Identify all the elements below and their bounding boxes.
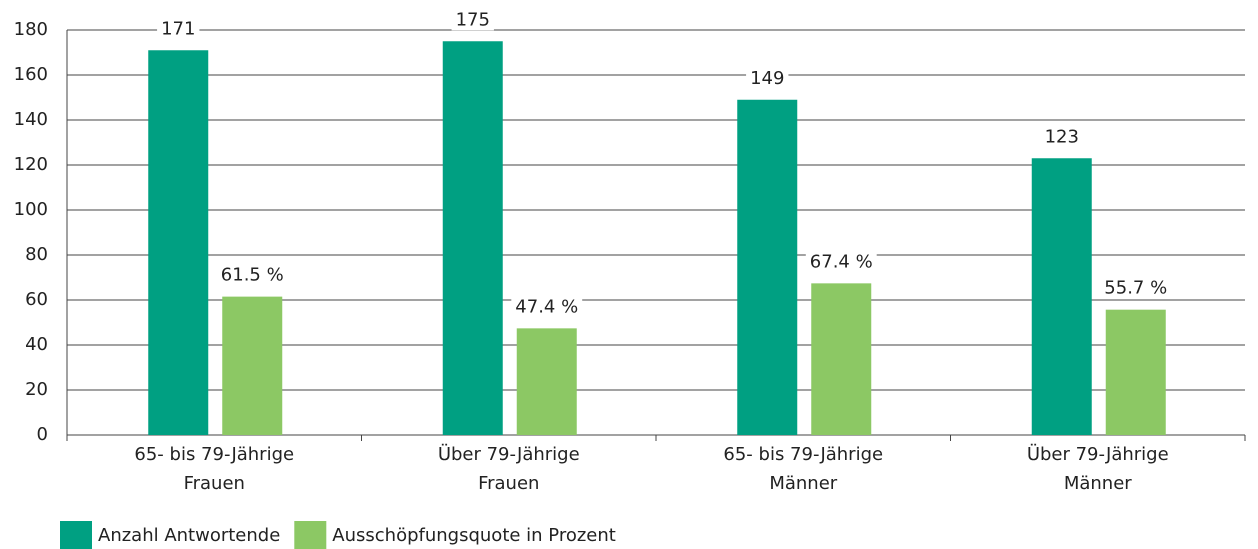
y-tick-label: 120 [14, 154, 48, 175]
x-tick-label: 65- bis 79-Jährige [723, 444, 883, 465]
data-label-group: 47.4 % [511, 296, 583, 318]
x-tick-label: Frauen [184, 473, 245, 494]
y-tick-label: 0 [37, 424, 48, 445]
y-tick-label: 180 [14, 19, 48, 40]
y-tick-label: 80 [25, 244, 48, 265]
bar [737, 99, 798, 435]
bar [1031, 158, 1092, 435]
data-label-group: 175 [451, 9, 494, 31]
data-label-group: 55.7 % [1100, 277, 1172, 299]
bar [222, 296, 283, 435]
y-tick-label: 160 [14, 64, 48, 85]
x-tick-label: Frauen [478, 473, 539, 494]
bar [442, 41, 503, 435]
legend-swatch [60, 521, 92, 549]
data-label-bg [157, 18, 200, 40]
y-tick-label: 100 [14, 199, 48, 220]
data-label: 47.4 % [515, 296, 578, 317]
data-label-bg [451, 9, 494, 31]
data-label-group: 67.4 % [805, 251, 877, 273]
data-label-bg [746, 67, 789, 89]
data-label-bg [1040, 126, 1083, 148]
y-tick-label: 20 [25, 379, 48, 400]
bar [1105, 309, 1166, 435]
x-tick-label: Männer [1064, 473, 1132, 494]
data-label-bg [805, 251, 877, 273]
legend-label: Ausschöpfungsquote in Prozent [332, 525, 616, 546]
data-label: 67.4 % [810, 251, 873, 272]
data-label-group: 149 [746, 67, 789, 89]
y-tick-label: 40 [25, 334, 48, 355]
bar [516, 328, 577, 435]
data-label: 175 [456, 9, 490, 30]
y-tick-label: 140 [14, 109, 48, 130]
data-label-bg [511, 296, 583, 318]
data-label-group: 171 [157, 18, 200, 40]
data-label-group: 61.5 % [216, 264, 288, 286]
legend-swatch [294, 521, 327, 549]
bar [811, 283, 872, 435]
bar [148, 50, 209, 435]
x-tick-label: Über 79-Jährige [1027, 443, 1169, 465]
x-tick-label: 65- bis 79-Jährige [134, 444, 294, 465]
data-label: 55.7 % [1104, 278, 1167, 299]
data-label: 61.5 % [221, 265, 284, 286]
x-tick-label: Über 79-Jährige [438, 443, 580, 465]
data-label: 123 [1045, 126, 1079, 147]
data-label-group: 123 [1040, 126, 1083, 148]
data-label-bg [1100, 277, 1172, 299]
data-label: 149 [750, 68, 784, 89]
data-label-bg [216, 264, 288, 286]
data-label: 171 [161, 18, 195, 39]
x-tick-label: Männer [769, 473, 837, 494]
legend-label: Anzahl Antwortende [98, 525, 280, 546]
y-tick-label: 60 [25, 289, 48, 310]
